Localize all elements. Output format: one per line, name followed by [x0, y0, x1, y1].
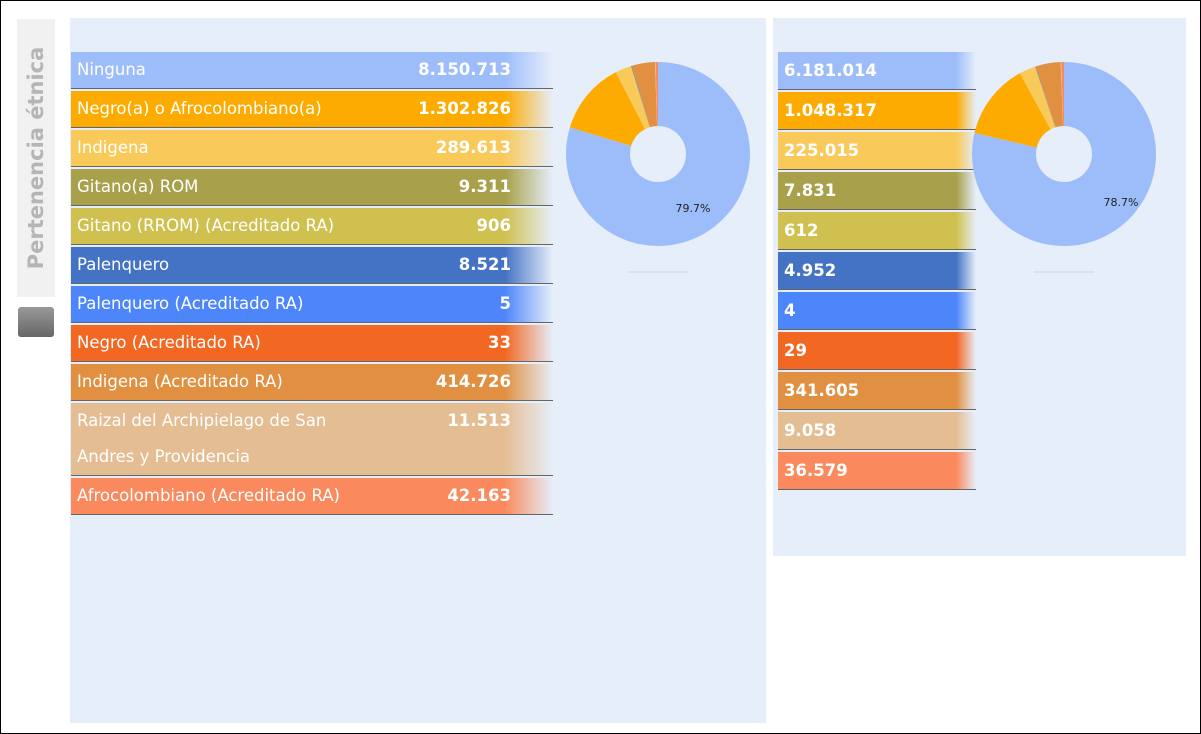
value-label: 1.302.826: [418, 99, 511, 118]
table-row: Palenquero 8.521: [71, 247, 553, 284]
value-label: 6.181.014: [778, 52, 976, 90]
category-label: Gitano(a) ROM: [77, 177, 199, 196]
value-label: 8.150.713: [418, 60, 511, 79]
pie-slice: [631, 65, 651, 128]
value-label: 11.513: [447, 411, 511, 430]
value-label: 4.952: [778, 252, 976, 290]
left-table: Ninguna 8.150.713 Negro(a) o Afrocolombian…: [71, 52, 553, 517]
value-label: 289.613: [435, 138, 511, 157]
table-row: Negro(a) o Afrocolombiano(a) 1.302.826: [71, 91, 553, 128]
value-label: 9.058: [778, 412, 976, 450]
pie-slice: [615, 66, 650, 130]
category-label: Indigena (Acreditado RA): [77, 372, 283, 391]
value-label: 7.831: [778, 172, 976, 210]
pie-slice: [566, 62, 750, 246]
value-label: 29: [778, 332, 976, 370]
pie-slice: [630, 65, 650, 128]
value-label: 414.726: [435, 372, 511, 391]
value-label: 42.163: [447, 486, 511, 505]
pie-slice: [972, 62, 1156, 247]
pie-slice: [1035, 66, 1056, 128]
side-tab: [17, 19, 55, 297]
value-label: 9.311: [458, 177, 511, 196]
pie-slice: [631, 65, 651, 128]
table-row: Indigena 289.613: [71, 130, 553, 167]
table-row: Gitano (RROM) (Acreditado RA) 906: [71, 208, 553, 245]
pie-slice: [1060, 62, 1064, 127]
pie-slice: [654, 62, 658, 127]
table-row: Ninguna 8.150.713: [71, 52, 553, 89]
value-label: 225.015: [778, 132, 976, 170]
category-label: Gitano (RROM) (Acreditado RA): [77, 216, 335, 235]
category-label: Afrocolombiano (Acreditado RA): [77, 486, 340, 505]
table-row: Afrocolombiano (Acreditado RA) 42.163: [71, 478, 553, 515]
value-label: 33: [488, 333, 511, 352]
pie-slice: [1061, 62, 1064, 127]
pie-slice: [974, 73, 1051, 148]
info-button[interactable]: [18, 307, 54, 337]
pie-slice: [1019, 66, 1056, 130]
value-label: 906: [476, 216, 511, 235]
pie-slice: [1035, 66, 1056, 128]
right-table: 6.181.014 1.048.317 225.015 7.831 612 4.952 4 2…: [778, 52, 976, 492]
pie-label: 79.7%: [676, 202, 711, 215]
pie-slice: [1035, 66, 1056, 128]
table-row: Indigena (Acreditado RA) 414.726: [71, 364, 553, 401]
pie-slice: [1035, 66, 1056, 128]
pie-slice: [1035, 66, 1056, 128]
category-label: Ninguna: [77, 60, 146, 79]
category-label: Negro(a) o Afrocolombiano(a): [77, 99, 322, 118]
table-row: Palenquero (Acreditado RA) 5: [71, 286, 553, 323]
category-label: Negro (Acreditado RA): [77, 333, 261, 352]
pie-slice: [631, 62, 658, 128]
category-label: Indigena: [77, 138, 149, 157]
category-label: Palenquero (Acreditado RA): [77, 294, 304, 313]
table-row: Negro (Acreditado RA) 33: [71, 325, 553, 362]
value-label: 612: [778, 212, 976, 250]
value-label: 8.521: [458, 255, 511, 274]
value-label: 341.605: [778, 372, 976, 410]
category-label: Palenquero: [77, 255, 170, 274]
value-label: 1.048.317: [778, 92, 976, 130]
value-label: 4: [778, 292, 976, 330]
pie-slice: [631, 65, 650, 128]
value-label: 5: [499, 294, 511, 313]
table-row: Gitano(a) ROM 9.311: [71, 169, 553, 206]
pie-slice: [631, 65, 651, 128]
category-label: Raizal del Archipielago de San Andres y …: [77, 411, 327, 466]
pie-slice: [655, 62, 658, 127]
pie-label: 78.7%: [1104, 196, 1139, 209]
table-row: Raizal del Archipielago de San Andres y …: [71, 403, 553, 476]
pie-slice: [569, 72, 646, 146]
value-label: 36.579: [778, 452, 976, 490]
pie-slice: [1035, 62, 1063, 128]
